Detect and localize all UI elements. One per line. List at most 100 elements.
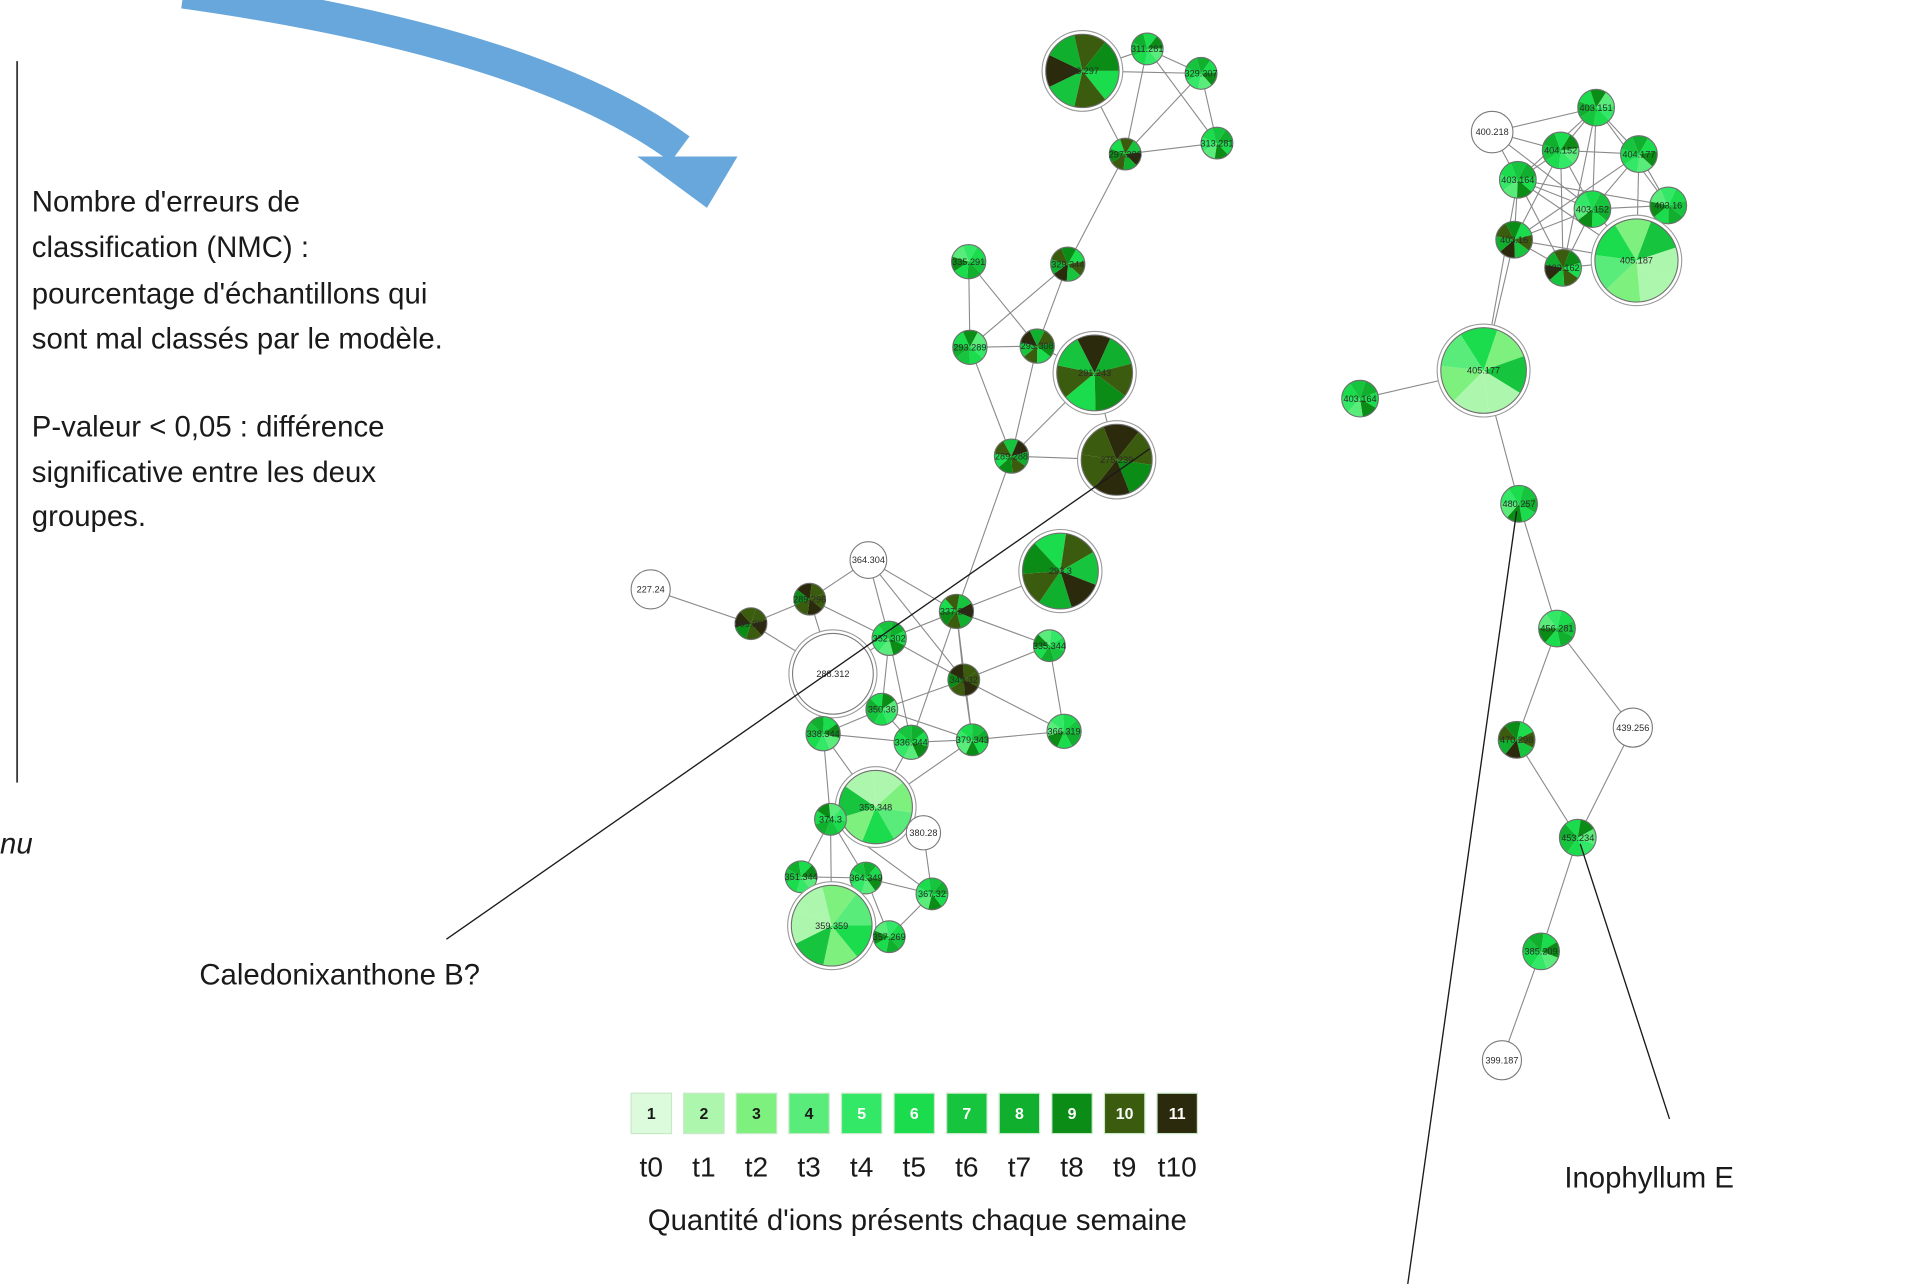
info-box: Nombre d'erreurs de classification (NMC)… <box>16 61 443 783</box>
node-pie-slice <box>1528 933 1544 952</box>
node-pie-slice <box>1029 328 1045 347</box>
network-edge <box>910 611 957 743</box>
node-mass-label: 352.302 <box>873 634 906 644</box>
legend-period: t3 <box>797 1151 820 1182</box>
node-outline <box>1558 818 1597 857</box>
node-mass-label: 403.164 <box>1501 175 1534 185</box>
nmc-definition-line: sont mal classés par le modèle. <box>32 323 443 356</box>
network-edge <box>1124 48 1148 155</box>
node-pie-slice <box>830 808 847 822</box>
node-pie-slice <box>911 725 925 743</box>
node-outline <box>947 663 981 697</box>
node-pie-slice <box>1067 261 1085 276</box>
node-pie-slice <box>801 865 818 878</box>
node-pie-slice <box>1500 239 1515 259</box>
node-pie-slice <box>1011 451 1029 467</box>
network-node: 456.281 <box>1538 609 1576 648</box>
node-mass-label: 293.289 <box>953 342 986 352</box>
node-pie-slice <box>928 878 943 894</box>
node-pie-slice <box>1632 135 1649 155</box>
node-pie-slice <box>1538 613 1557 629</box>
annotation-caledonixanthone: Caledonixanthone B? <box>199 448 1151 991</box>
node-pie-slice <box>1057 731 1073 749</box>
node-pie-slice <box>1074 70 1106 108</box>
node-outline <box>1108 137 1142 171</box>
node-pie-slice <box>823 925 858 967</box>
node-outline <box>951 244 987 280</box>
network-node: 291.243 <box>1052 330 1137 416</box>
network-node: 335.344 <box>1033 629 1066 663</box>
node-pie-slice <box>1621 137 1639 155</box>
legend-swatch <box>735 1092 778 1135</box>
node-pie-slice <box>865 698 882 712</box>
network-node: 380.28 <box>905 815 942 851</box>
node-pie-slice <box>1147 48 1164 62</box>
network-node: 275.239 <box>1076 420 1157 500</box>
network-node: 311.281 <box>1130 32 1164 66</box>
legend-item: 11 t10 <box>1156 1092 1199 1182</box>
node-pie-slice <box>828 803 842 820</box>
node-outline <box>872 920 906 954</box>
node-pie-slice <box>1341 397 1361 413</box>
node-pie-slice <box>1185 67 1202 82</box>
annotation-inophyllum: Inophyllum E <box>1564 843 1734 1194</box>
node-mass-label: 379.343 <box>956 735 989 745</box>
node-outline <box>1544 248 1582 287</box>
node-pie-slice <box>1577 101 1597 118</box>
node-pie-slice <box>947 672 964 689</box>
node-pie-slice <box>1483 370 1521 414</box>
legend-caption: Quantité d'ions présents chaque semaine <box>648 1204 1187 1237</box>
node-pie-slice <box>1123 154 1137 170</box>
node-pie-slice <box>1046 721 1065 736</box>
node-pie-slice <box>949 664 964 680</box>
node-pie-slice <box>1545 610 1562 629</box>
node-outline <box>1080 423 1153 496</box>
node-outline <box>1440 327 1527 414</box>
node-pie-slice <box>865 878 882 891</box>
network-edge <box>1124 72 1202 155</box>
network-edge <box>1010 345 1038 457</box>
annotation-pointer-line <box>1579 843 1671 1120</box>
node-pie-slice <box>1595 224 1637 261</box>
node-outline <box>865 692 899 726</box>
network-node: 403.164 <box>1341 379 1379 418</box>
network-edge <box>1516 739 1579 838</box>
node-pie-slice <box>1517 176 1537 192</box>
node-mass-label: 367.32 <box>918 889 946 899</box>
node-pie-slice <box>1577 209 1593 228</box>
node-pie-slice <box>872 625 890 639</box>
node-pie-slice <box>1542 144 1561 161</box>
node-mass-label: 297.286 <box>1109 149 1142 159</box>
node-outline <box>1021 532 1099 610</box>
node-pie-slice <box>939 598 957 613</box>
node-pie-slice <box>1094 459 1130 496</box>
node-pie-slice <box>815 819 831 835</box>
node-pie-slice <box>1554 132 1571 151</box>
network-node: 364.349 <box>849 861 882 895</box>
node-outline <box>805 716 841 752</box>
node-pie-slice <box>793 589 810 606</box>
node-outline <box>1573 190 1612 229</box>
node-pie-slice <box>1498 725 1517 740</box>
node-pie-slice <box>1023 346 1038 364</box>
network-node: 289.288 <box>993 438 1030 474</box>
node-pie-slice <box>928 893 942 910</box>
node-pie-slice <box>889 923 906 937</box>
legend-value: 2 <box>699 1106 708 1123</box>
node-pie-slice <box>1505 721 1521 740</box>
network-node: 403.16 <box>1495 220 1534 259</box>
annotation-inophyllum-label: Inophyllum E <box>1564 1161 1734 1194</box>
node-pie-slice <box>1638 151 1658 167</box>
node-pie-slice <box>809 583 825 600</box>
node-outline <box>790 884 873 967</box>
node-pie-slice <box>885 920 899 937</box>
node-pie-slice <box>1654 205 1669 224</box>
legend-value: 10 <box>1116 1106 1134 1123</box>
network-node: 364.304 <box>849 541 888 579</box>
network-node: 293.289 <box>952 329 988 365</box>
node-pie-slice <box>1347 398 1363 417</box>
node-pie-slice <box>911 731 929 747</box>
node-pie-slice <box>1143 33 1157 49</box>
node-pie-slice <box>1558 150 1574 169</box>
node-pie-slice <box>870 693 883 710</box>
